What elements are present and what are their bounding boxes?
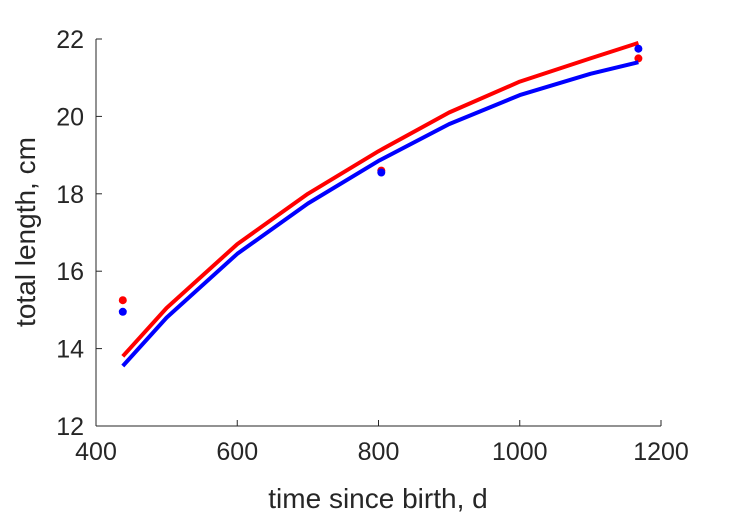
x-tick-label: 800 bbox=[358, 438, 400, 466]
y-ticks: 12 14 16 18 20 22 bbox=[56, 26, 102, 441]
y-tick-label: 12 bbox=[56, 413, 84, 441]
y-axis-title: total length, cm bbox=[10, 137, 41, 327]
series-2-point bbox=[118, 307, 127, 316]
series-2-point bbox=[377, 168, 386, 177]
y-tick-label: 22 bbox=[56, 26, 84, 54]
x-tick-label: 1000 bbox=[492, 438, 548, 466]
series-1-point bbox=[634, 54, 643, 63]
axes bbox=[95, 39, 661, 427]
y-tick-label: 20 bbox=[56, 103, 84, 131]
series-2 bbox=[118, 44, 643, 368]
x-tick-label: 1200 bbox=[633, 438, 689, 466]
x-tick-label: 600 bbox=[216, 438, 258, 466]
series-2-point bbox=[634, 44, 643, 53]
series-layer bbox=[118, 40, 643, 368]
x-axis-title: time since birth, d bbox=[268, 483, 487, 514]
y-tick-label: 16 bbox=[56, 258, 84, 286]
y-tick-label: 18 bbox=[56, 181, 84, 209]
x-tick-label: 400 bbox=[75, 438, 117, 466]
series-1 bbox=[118, 40, 643, 358]
series-1-curve bbox=[121, 40, 640, 358]
series-2-curve bbox=[121, 60, 639, 368]
series-1-point bbox=[118, 296, 127, 305]
x-ticks: 400 600 800 1000 1200 bbox=[75, 420, 689, 466]
y-tick-label: 14 bbox=[56, 336, 84, 364]
